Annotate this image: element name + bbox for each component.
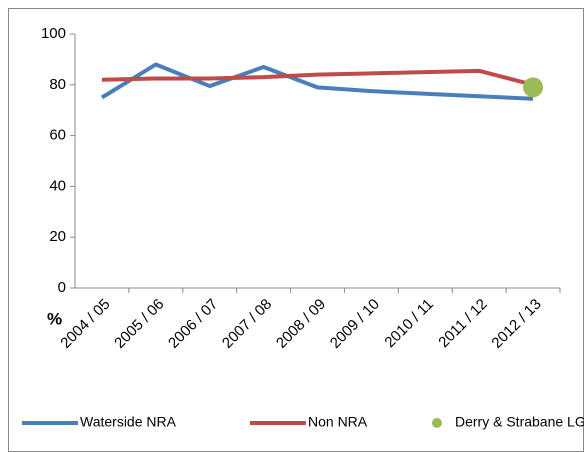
x-tick-label: 2010 / 11 — [381, 296, 436, 351]
x-tick-label: 2008 / 09 — [273, 296, 329, 352]
x-tick-label: 2005 / 06 — [111, 296, 167, 352]
x-tick-label: 2004 / 05 — [57, 296, 113, 352]
legend-label: Waterside NRA — [80, 414, 177, 430]
legend-marker — [432, 418, 442, 428]
legend-label: Derry & Strabane LGD — [455, 414, 584, 430]
y-tick-label: 20 — [49, 228, 66, 245]
y-tick-label: 80 — [49, 76, 66, 93]
series-line — [100, 62, 534, 101]
x-tick-label: 2007 / 08 — [219, 296, 275, 352]
y-tick-label: 100 — [41, 25, 66, 42]
x-tick-label: 2012 / 13 — [488, 296, 544, 352]
y-tick-label: 0 — [58, 279, 66, 296]
marker — [523, 77, 544, 98]
y-axis-label: % — [47, 309, 62, 328]
x-tick-label: 2011 / 12 — [435, 296, 490, 351]
legend-label: Non NRA — [308, 414, 368, 430]
x-tick-label: 2006 / 07 — [165, 296, 221, 352]
y-tick-label: 40 — [49, 177, 66, 194]
series-line — [101, 68, 534, 87]
x-tick-label: 2009 / 10 — [327, 296, 383, 352]
y-tick-label: 60 — [49, 127, 66, 144]
